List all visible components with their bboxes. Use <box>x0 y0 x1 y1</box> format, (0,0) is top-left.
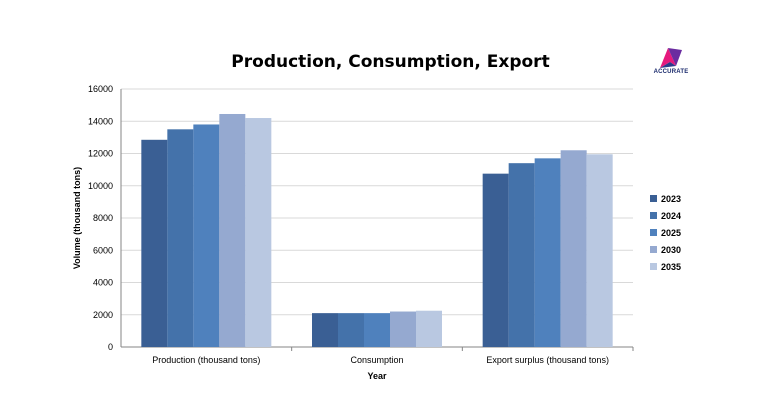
bar-2023-1 <box>141 139 168 347</box>
bar-2035-1 <box>245 118 272 348</box>
x-tick-label: Production (thousand tons) <box>152 355 260 365</box>
y-tick-label: 10000 <box>88 181 113 191</box>
accurate-logo-icon <box>660 48 682 68</box>
bar-2023-3 <box>482 173 509 347</box>
bar-2030-3 <box>560 150 587 347</box>
legend-label-2025: 2025 <box>661 228 681 238</box>
legend-swatch-2023 <box>650 195 657 202</box>
legend-label-2035: 2035 <box>661 262 681 272</box>
y-tick-label: 2000 <box>93 310 113 320</box>
bar-2025-3 <box>534 158 561 347</box>
x-tick-label: Export surplus (thousand tons) <box>486 355 609 365</box>
bar-2024-1 <box>167 129 194 347</box>
chart-title: Production, Consumption, Export <box>231 52 550 72</box>
bar-2030-1 <box>219 113 246 348</box>
x-tick-label: Consumption <box>350 355 403 365</box>
y-axis-title: Volume (thousand tons) <box>72 167 82 269</box>
y-tick-label: 6000 <box>93 245 113 255</box>
y-tick-label: 14000 <box>88 116 113 126</box>
bar-2025-2 <box>364 313 390 347</box>
legend-swatch-2025 <box>650 229 657 236</box>
legend-swatch-2035 <box>650 263 657 270</box>
legend-label-2023: 2023 <box>661 194 681 204</box>
bar-2035-3 <box>586 154 613 347</box>
y-tick-label: 8000 <box>93 213 113 223</box>
logo-text: ACCURATE <box>653 69 689 75</box>
bar-2024-2 <box>338 313 364 347</box>
y-tick-label: 16000 <box>88 84 113 94</box>
bar-2030-2 <box>390 311 416 347</box>
bar-2035-2 <box>416 310 442 347</box>
legend-label-2024: 2024 <box>661 211 681 221</box>
bar-2023-2 <box>312 313 338 347</box>
legend-label-2030: 2030 <box>661 245 681 255</box>
bar-2025-1 <box>193 124 220 347</box>
bar-2024-3 <box>508 163 535 347</box>
y-tick-label: 12000 <box>88 149 113 159</box>
y-tick-label: 0 <box>108 342 113 352</box>
x-axis-title: Year <box>367 371 387 381</box>
legend-swatch-2030 <box>650 246 657 253</box>
y-tick-label: 4000 <box>93 278 113 288</box>
legend-swatch-2024 <box>650 212 657 219</box>
